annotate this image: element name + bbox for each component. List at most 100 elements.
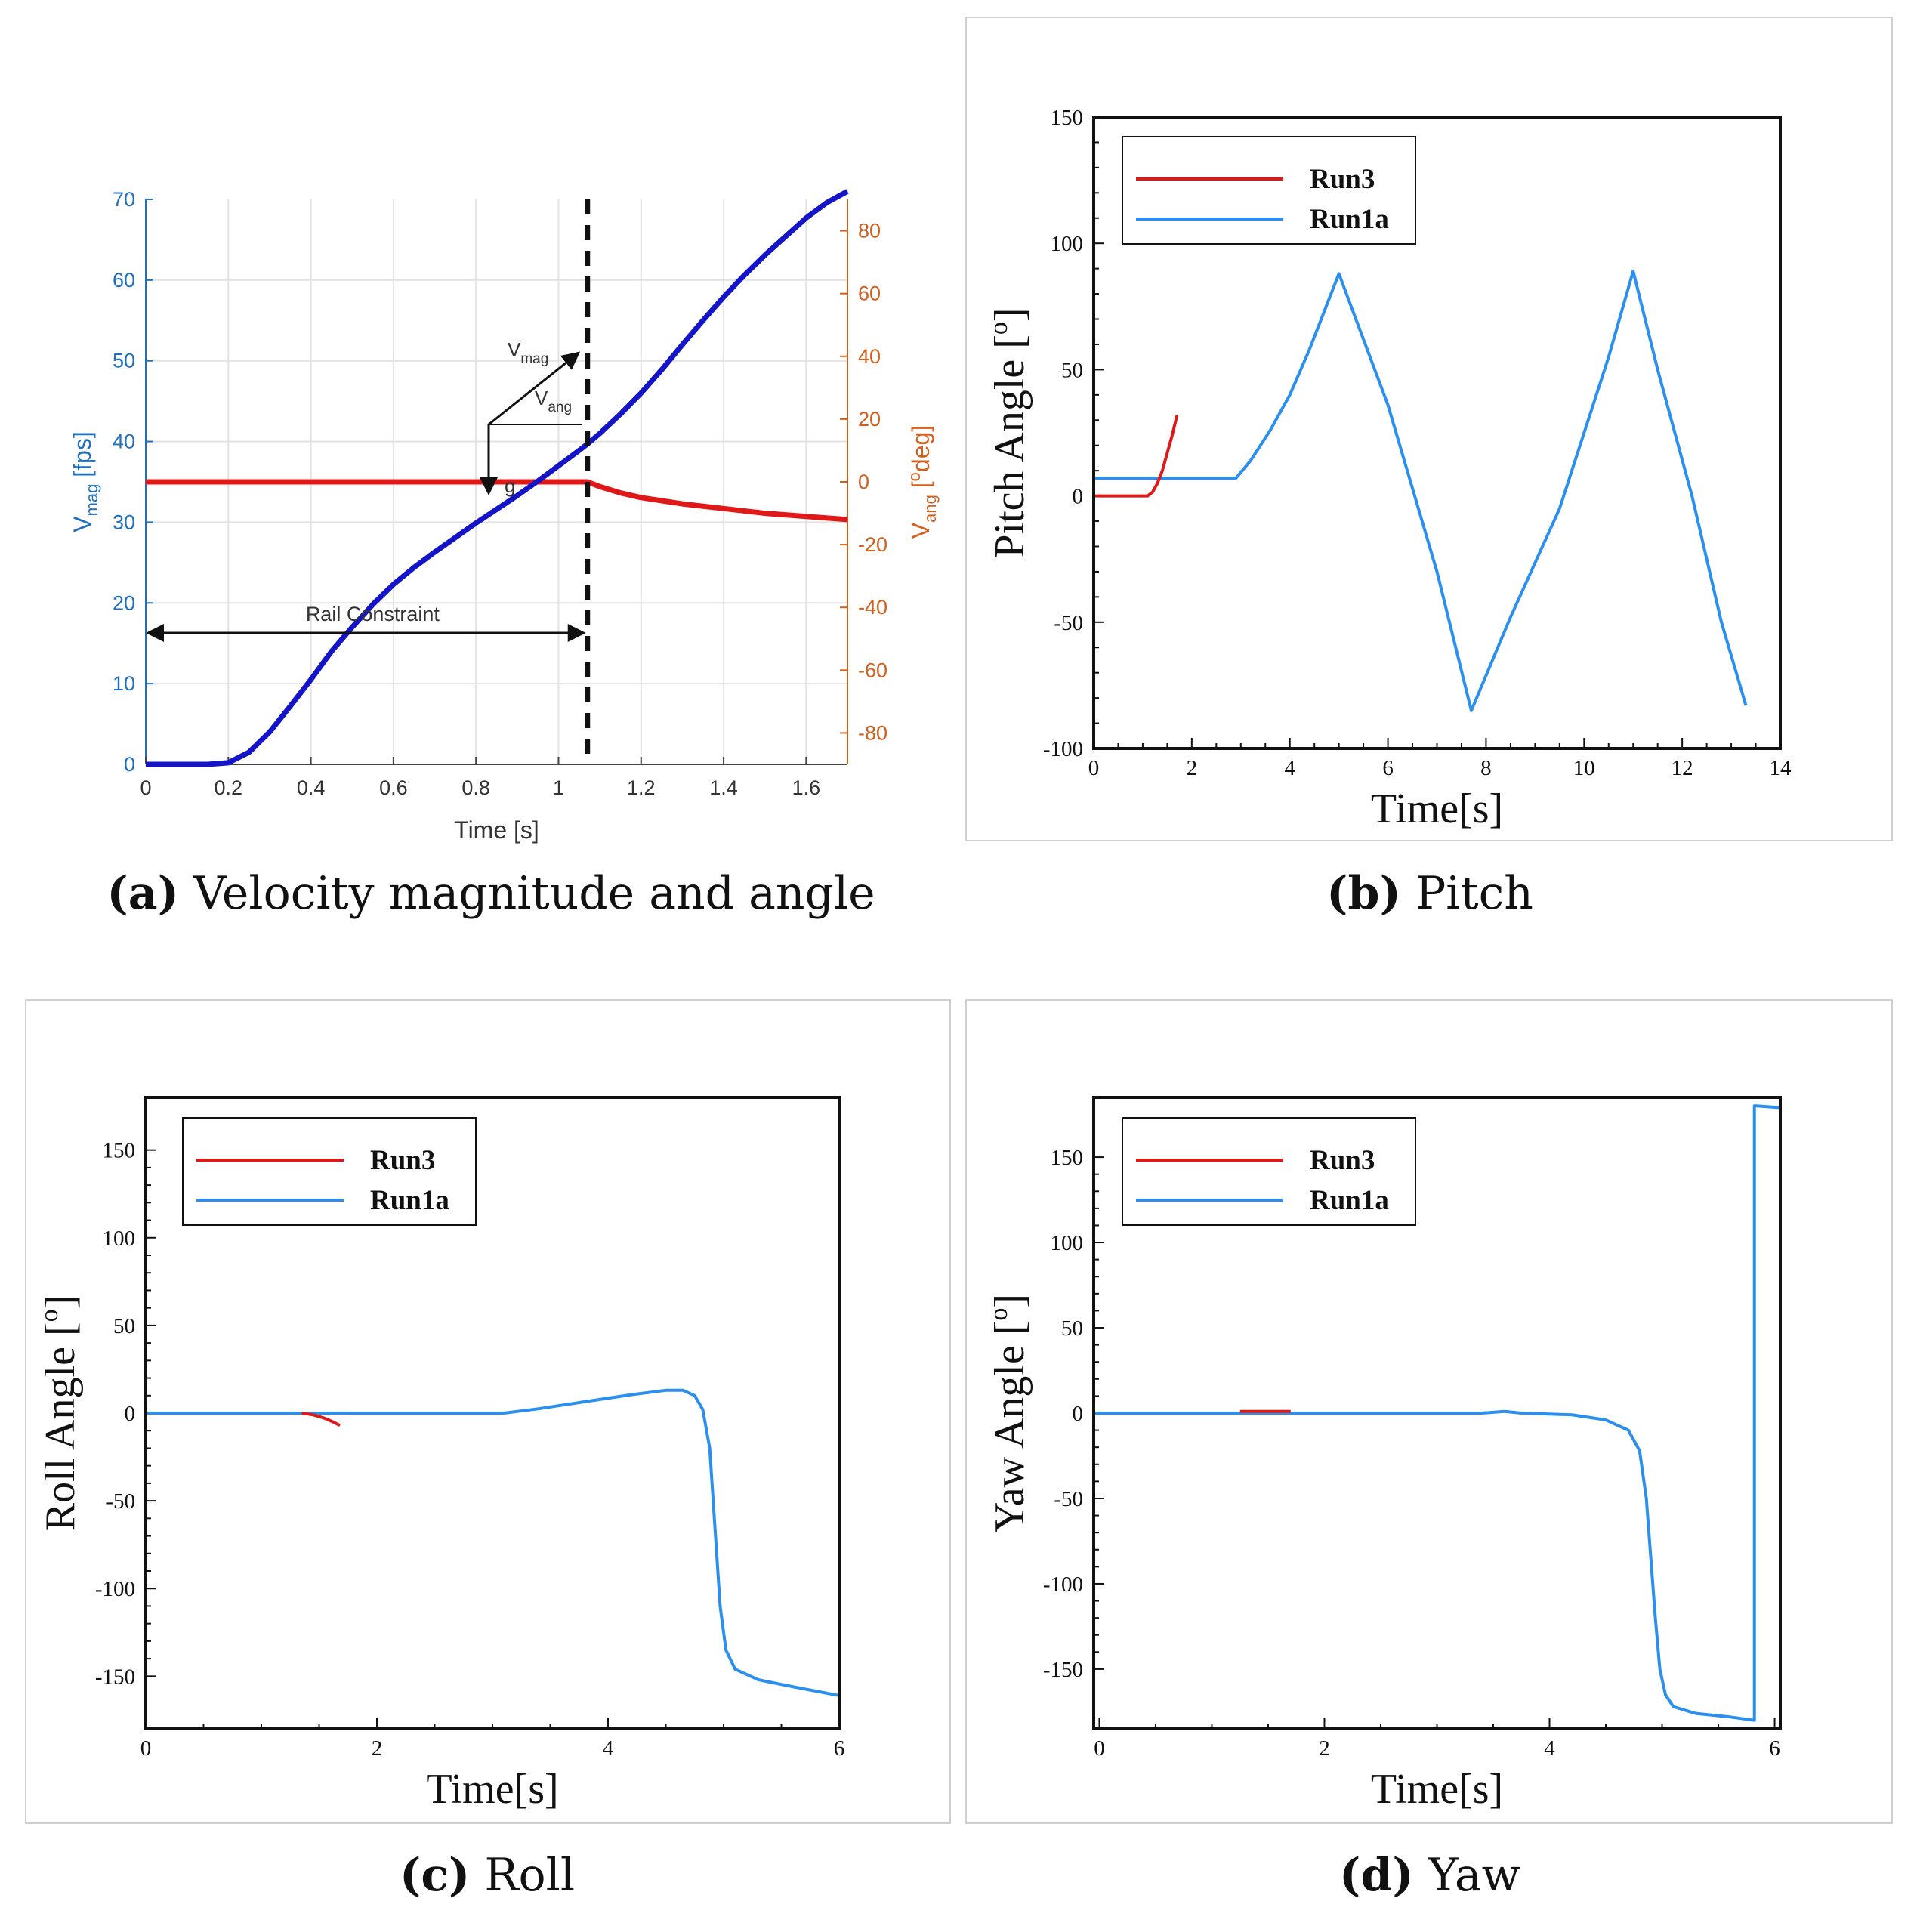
caption-c: (c) Roll	[400, 1849, 575, 1902]
x-tick-label: 0.8	[461, 776, 490, 799]
x-tick-label: 4	[603, 1736, 614, 1761]
panel-d-frame	[965, 999, 1893, 1824]
legend-box	[1122, 1117, 1416, 1226]
series-run3-line	[1094, 415, 1179, 498]
y-axis-label: Roll Angle [o]	[35, 1295, 84, 1532]
right-tick-label: 40	[858, 345, 881, 368]
series-run3-line	[301, 1412, 341, 1427]
x-tick-label: 1.2	[627, 776, 656, 799]
x-tick-label: 12	[1672, 756, 1693, 780]
x-tick-label: 1.6	[792, 776, 821, 799]
left-tick-label: 20	[113, 591, 135, 614]
y-axis-label: Yaw Angle [o]	[985, 1294, 1033, 1532]
x-tick-label: 14	[1770, 756, 1792, 780]
x-tick-label: 6	[834, 1736, 845, 1761]
legend-label-run3: Run3	[1310, 1145, 1375, 1176]
velocity-chart: 0 0.2 0.4 0.6 0.8 1 1.2 1.4 1.6 0 10 20 30 40 50 60 70 -8…	[69, 188, 940, 844]
x-tick-label: 2	[372, 1736, 383, 1761]
right-tick-label: 20	[858, 408, 881, 431]
panel-b-frame	[965, 17, 1893, 841]
series-run1a-line	[146, 1388, 839, 1697]
left-tick-label: 0	[124, 753, 135, 776]
y-tick-label: 50	[1061, 1316, 1083, 1341]
panel-c: 0 2 4 6 -150 -100 -50 0 50 100 150 Run3 Run1a Time[s]…	[25, 999, 951, 1902]
roll-chart: 0 2 4 6 -150 -100 -50 0 50 100 150 Run3 Run1a Time[s]…	[35, 1096, 845, 1813]
plot-frame	[144, 1096, 841, 1730]
yaw-chart: 0 2 4 6 -150 -100 -50 0 50 100 150 Run3 Run1a Time[s]…	[985, 1096, 1782, 1813]
caption-d: (d) Yaw	[1339, 1849, 1520, 1902]
x-axis-label: Time[s]	[1371, 1766, 1503, 1813]
series-group	[146, 1388, 839, 1697]
x-tick-label: 4	[1284, 756, 1295, 780]
left-tick-label: 10	[113, 672, 135, 695]
caption-d-letter: (d)	[1339, 1849, 1414, 1902]
left-tick-label: 30	[113, 511, 135, 533]
y-tick-label: -150	[1043, 1658, 1083, 1682]
vmag-label: Vmag	[508, 338, 548, 367]
legend-label-run3: Run3	[370, 1145, 435, 1176]
y-tick-label: -50	[1054, 611, 1083, 635]
plot-frame	[1092, 1096, 1782, 1730]
right-tick-label: 80	[858, 220, 881, 242]
caption-c-letter: (c)	[399, 1849, 471, 1902]
x-tick-label: 0.2	[215, 776, 243, 799]
caption-b: (b) Pitch	[1326, 867, 1533, 920]
x-tick-label: 6	[1769, 1736, 1780, 1761]
y-tick-label: -50	[106, 1489, 135, 1514]
caption-a: (a) Velocity magnitude and angle	[106, 867, 875, 920]
x-tick-label: 1.4	[709, 776, 738, 799]
right-tick-label: -20	[858, 533, 887, 556]
panel-a: 0 0.2 0.4 0.6 0.8 1 1.2 1.4 1.6 0 10 20 30 40 50 60 70 -8…	[0, 0, 960, 966]
x-tick-label: 0	[140, 1736, 152, 1761]
caption-a-text: Velocity magnitude and angle	[179, 867, 875, 920]
right-tick-label: 60	[858, 282, 881, 305]
x-tick-label: 2	[1319, 1736, 1330, 1761]
y-axis-label: Pitch Angle [o]	[985, 307, 1033, 557]
right-axis-label: Vang [odeg]	[905, 425, 940, 539]
y-tick-label: -100	[1043, 1572, 1083, 1597]
x-axis-label: Time[s]	[1371, 785, 1503, 832]
rail-constraint-label: Rail Constraint	[306, 603, 440, 625]
y-tick-label: -50	[1054, 1487, 1083, 1511]
y-tick-label: 0	[1073, 1402, 1084, 1426]
legend-label-run1a: Run1a	[1310, 204, 1389, 235]
caption-d-text: Yaw	[1413, 1849, 1520, 1902]
y-tick-label: 0	[1073, 485, 1084, 509]
left-tick-label: 40	[113, 431, 135, 453]
x-axis-label: Time [s]	[454, 816, 539, 844]
g-label: g	[505, 474, 515, 497]
y-tick-label: 0	[125, 1402, 136, 1426]
y-tick-label: 150	[1051, 1146, 1084, 1170]
left-axis-label: Vmag [fps]	[69, 431, 101, 532]
x-tick-label: 2	[1187, 756, 1198, 780]
series-run1a-line	[1094, 269, 1748, 712]
y-tick-label: 100	[1051, 1231, 1084, 1255]
right-tick-label: -60	[858, 659, 887, 681]
caption-b-letter: (b)	[1326, 867, 1401, 920]
legend-label-run3: Run3	[1310, 164, 1375, 195]
right-tick-label: 0	[858, 471, 869, 493]
y-tick-label: -100	[95, 1577, 135, 1601]
right-tick-label: -40	[858, 596, 887, 619]
x-tick-label: 0	[1088, 756, 1100, 780]
x-tick-label: 0.6	[379, 776, 408, 799]
x-tick-label: 6	[1382, 756, 1394, 780]
caption-a-letter: (a)	[106, 867, 179, 920]
left-tick-label: 60	[113, 269, 135, 292]
y-tick-label: -150	[95, 1665, 135, 1689]
left-tick-label: 50	[113, 350, 135, 372]
x-axis-label: Time[s]	[426, 1766, 558, 1813]
vang-label: Vang	[535, 387, 572, 415]
vmag-arrow	[488, 351, 581, 426]
y-tick-label: -100	[1043, 737, 1083, 761]
plot-frame	[1092, 116, 1782, 750]
series-run1a-line	[1094, 1104, 1780, 1722]
legend-box	[1122, 136, 1416, 245]
caption-b-text: Pitch	[1400, 867, 1533, 920]
panel-c-frame	[25, 999, 951, 1824]
y-tick-label: 150	[1051, 106, 1084, 130]
series-group	[1094, 1104, 1780, 1722]
y-tick-label: 100	[103, 1227, 136, 1251]
x-tick-label: 1	[553, 776, 564, 799]
